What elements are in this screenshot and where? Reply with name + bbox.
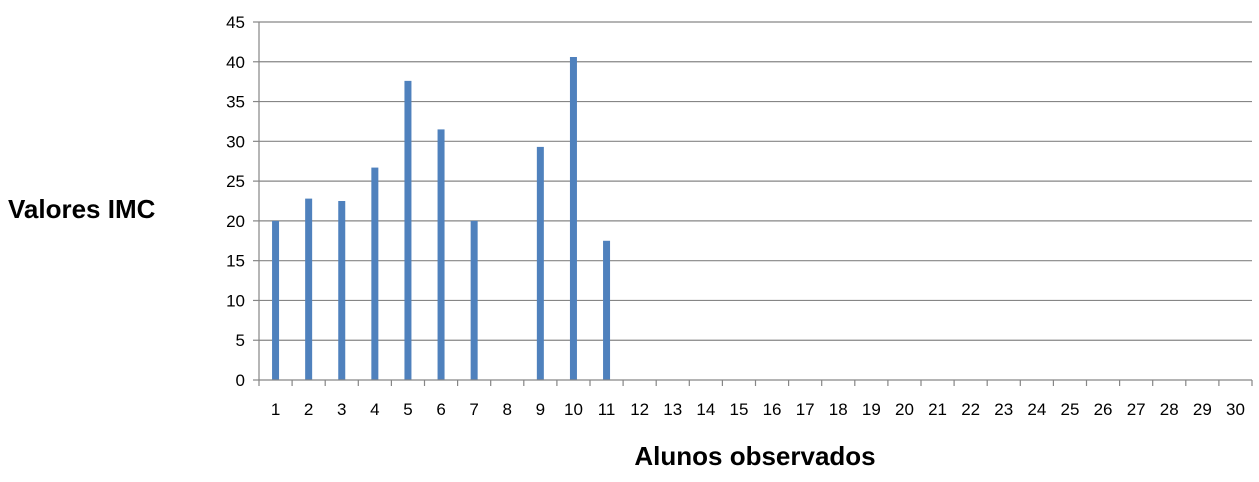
bar xyxy=(437,129,445,380)
x-tick-label: 5 xyxy=(403,400,412,419)
bar xyxy=(371,167,379,380)
x-tick-label: 15 xyxy=(729,400,748,419)
x-tick-label: 1 xyxy=(271,400,280,419)
x-tick-label: 23 xyxy=(994,400,1013,419)
x-tick-label: 16 xyxy=(763,400,782,419)
y-tick-label: 35 xyxy=(226,93,245,112)
y-tick-label: 5 xyxy=(236,331,245,350)
x-tick-label: 8 xyxy=(503,400,512,419)
x-tick-label: 20 xyxy=(895,400,914,419)
x-tick-label: 3 xyxy=(337,400,346,419)
x-tick-label: 30 xyxy=(1226,400,1245,419)
bar xyxy=(404,80,412,381)
x-tick-label: 2 xyxy=(304,400,313,419)
bar xyxy=(338,201,346,380)
x-tick-label: 27 xyxy=(1127,400,1146,419)
bar xyxy=(569,57,577,380)
x-tick-label: 29 xyxy=(1193,400,1212,419)
x-tick-label: 6 xyxy=(436,400,445,419)
y-tick-label: 10 xyxy=(226,291,245,310)
x-tick-label: 12 xyxy=(630,400,649,419)
x-tick-label: 17 xyxy=(796,400,815,419)
x-tick-labels: 1 2 3 4 5 6 7 8 9 10 11 12 13 14 15 16 17 18 19 20 21 22 23 24 2… xyxy=(271,400,1245,419)
bar xyxy=(305,198,313,380)
x-tick-label: 26 xyxy=(1094,400,1113,419)
x-tick-label: 22 xyxy=(961,400,980,419)
bar xyxy=(470,220,478,380)
x-tick-label: 9 xyxy=(536,400,545,419)
y-tick-label: 0 xyxy=(236,371,245,390)
x-tick-label: 21 xyxy=(928,400,947,419)
y-tick-label: 45 xyxy=(226,13,245,32)
y-tick-label: 25 xyxy=(226,172,245,191)
x-axis-title: Alunos observados xyxy=(634,441,875,471)
x-tick-label: 11 xyxy=(598,400,616,419)
y-tick-label: 15 xyxy=(226,252,245,271)
x-tick-label: 4 xyxy=(370,400,379,419)
gridlines xyxy=(259,21,1252,341)
y-tick-label: 30 xyxy=(226,132,245,151)
x-tick-label: 14 xyxy=(696,400,715,419)
y-axis-title: Valores IMC xyxy=(8,194,156,224)
y-tick-label: 20 xyxy=(226,212,245,231)
x-tick-label: 24 xyxy=(1027,400,1046,419)
bar xyxy=(536,146,544,380)
bar xyxy=(272,220,280,380)
axes xyxy=(253,21,1253,386)
x-tick-label: 7 xyxy=(469,400,478,419)
x-tick-label: 18 xyxy=(829,400,848,419)
x-tick-label: 10 xyxy=(564,400,583,419)
bar xyxy=(603,240,611,380)
y-tick-label: 40 xyxy=(226,53,245,72)
x-tick-label: 25 xyxy=(1060,400,1079,419)
x-tick-label: 28 xyxy=(1160,400,1179,419)
y-tick-labels: 0 5 10 15 20 25 30 35 40 45 xyxy=(226,13,245,390)
bars xyxy=(272,57,611,381)
x-tick-label: 13 xyxy=(663,400,682,419)
x-tick-label: 19 xyxy=(862,400,881,419)
